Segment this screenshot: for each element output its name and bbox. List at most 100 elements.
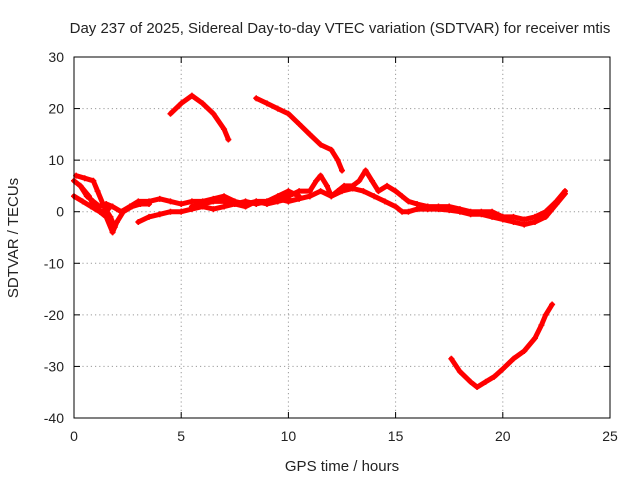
data-point — [317, 188, 324, 195]
data-point — [542, 311, 549, 318]
data-point — [381, 198, 388, 205]
data-point — [274, 198, 281, 205]
series-arc-9 — [275, 168, 568, 222]
data-point — [392, 203, 399, 210]
data-point — [225, 136, 232, 143]
data-point — [334, 157, 341, 164]
data-point — [92, 206, 99, 213]
data-point — [521, 221, 528, 228]
data-point — [242, 198, 249, 205]
data-point — [384, 182, 391, 189]
data-point — [478, 211, 485, 218]
data-point — [491, 373, 498, 380]
data-point — [146, 213, 153, 220]
data-point — [296, 121, 303, 128]
data-point — [105, 206, 112, 213]
data-point — [221, 193, 228, 200]
data-point — [242, 203, 249, 210]
data-point — [489, 208, 496, 215]
data-point — [399, 193, 406, 200]
data-point — [109, 229, 116, 236]
data-point — [467, 211, 474, 218]
data-point — [128, 203, 135, 210]
data-point — [253, 200, 260, 207]
data-point — [521, 216, 528, 223]
y-tick-label: 20 — [48, 101, 64, 117]
data-point — [553, 200, 560, 207]
series-layer — [71, 92, 568, 391]
data-point — [456, 208, 463, 215]
data-point — [285, 198, 292, 205]
data-point — [317, 172, 324, 179]
data-point — [414, 206, 421, 213]
data-point — [79, 198, 86, 205]
data-point — [328, 193, 335, 200]
data-point — [448, 355, 455, 362]
data-point — [499, 366, 506, 373]
data-point — [81, 175, 88, 182]
series-arc-11 — [448, 302, 555, 390]
data-point — [263, 100, 270, 107]
data-point — [561, 190, 568, 197]
data-point — [296, 195, 303, 202]
data-point — [482, 378, 489, 385]
data-point — [405, 208, 412, 215]
data-point — [339, 167, 345, 174]
x-axis-label: GPS time / hours — [285, 458, 399, 475]
data-point — [360, 188, 367, 195]
y-axis-label: SDTVAR / TECUs — [5, 178, 22, 298]
data-point — [499, 216, 506, 223]
data-point — [531, 335, 538, 342]
data-point — [135, 219, 142, 226]
data-point — [306, 131, 313, 138]
data-point — [199, 200, 206, 207]
data-point — [94, 188, 101, 195]
data-point — [178, 208, 185, 215]
data-point — [231, 200, 238, 207]
data-point — [549, 301, 556, 308]
data-point — [107, 213, 114, 220]
chart-title: Day 237 of 2025, Sidereal Day-to-day VTE… — [70, 20, 611, 37]
data-point — [446, 207, 453, 214]
data-point — [221, 198, 228, 205]
data-point — [285, 193, 292, 200]
data-point — [146, 200, 153, 207]
ticks — [73, 56, 611, 419]
data-point — [167, 198, 174, 205]
series-arc-7 — [168, 93, 231, 142]
grid — [74, 57, 610, 418]
data-point — [456, 368, 463, 375]
data-point — [167, 110, 174, 117]
x-tick-label: 5 — [177, 428, 185, 444]
data-point — [306, 188, 313, 195]
x-tick-label: 0 — [70, 428, 78, 444]
data-point — [328, 146, 335, 153]
data-point — [167, 208, 174, 215]
data-point — [510, 355, 517, 362]
data-point — [210, 206, 217, 213]
data-point — [109, 203, 116, 210]
data-point — [510, 213, 517, 220]
data-point — [210, 198, 217, 205]
data-point — [362, 167, 369, 174]
data-point — [188, 92, 195, 99]
data-point — [371, 193, 378, 200]
data-point — [221, 126, 228, 133]
data-point — [285, 188, 292, 195]
y-tick-label: -40 — [44, 410, 64, 426]
data-point — [178, 100, 185, 107]
data-point — [317, 141, 324, 148]
data-point — [210, 110, 217, 117]
data-point — [399, 208, 406, 215]
data-point — [263, 198, 270, 205]
data-point — [111, 224, 118, 231]
data-point — [405, 198, 412, 205]
y-tick-label: -30 — [44, 358, 64, 374]
data-point — [339, 188, 345, 195]
data-point — [188, 203, 195, 210]
data-point — [435, 206, 442, 213]
data-point — [424, 206, 431, 213]
data-point — [221, 203, 228, 210]
data-point — [306, 193, 313, 200]
